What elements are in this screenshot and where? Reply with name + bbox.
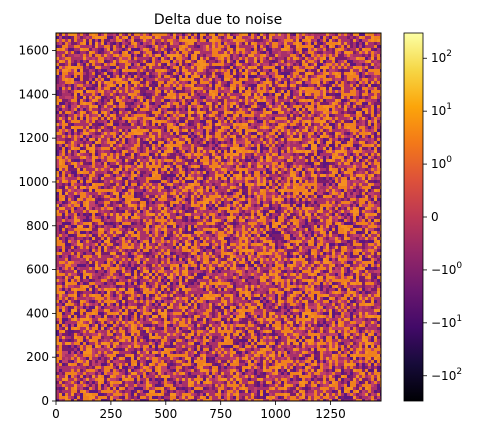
chart-title: Delta due to noise xyxy=(154,12,282,28)
y-tick-label: 1600 xyxy=(18,44,49,58)
x-tick-label: 750 xyxy=(209,407,232,421)
y-tick-label: 1000 xyxy=(18,175,49,189)
colorbar-tick-label: 0 xyxy=(431,210,439,224)
y-tick-label: 1400 xyxy=(18,87,49,101)
colorbar-tick-label: 102 xyxy=(431,49,452,65)
y-tick-label: 200 xyxy=(26,350,49,364)
x-tick-label: 500 xyxy=(154,407,177,421)
x-tick-label: 0 xyxy=(52,407,60,421)
x-axis: 0 250 500 750 1000 1250 xyxy=(52,401,346,421)
y-tick-label: 0 xyxy=(41,394,49,408)
colorbar xyxy=(403,32,424,402)
y-tick-label: 800 xyxy=(26,219,49,233)
x-tick-label: 250 xyxy=(99,407,122,421)
colorbar-tick-label: −100 xyxy=(431,261,462,277)
plot-frame xyxy=(55,32,382,402)
colorbar-axis: 102 101 100 0 −100 −101 −102 xyxy=(423,49,462,383)
y-tick-label: 600 xyxy=(26,263,49,277)
heatmap-image xyxy=(56,33,381,401)
y-tick-label: 1200 xyxy=(18,131,49,145)
colorbar-tick-label: 100 xyxy=(431,155,452,171)
y-axis: 0 200 400 600 800 1000 1200 1400 1600 xyxy=(18,44,56,408)
colorbar-tick-label: −101 xyxy=(431,314,462,330)
y-tick-label: 400 xyxy=(26,306,49,320)
x-tick-label: 1000 xyxy=(260,407,291,421)
x-tick-label: 1250 xyxy=(315,407,346,421)
colorbar-tick-label: −102 xyxy=(431,367,462,383)
colorbar-tick-label: 101 xyxy=(431,102,452,118)
